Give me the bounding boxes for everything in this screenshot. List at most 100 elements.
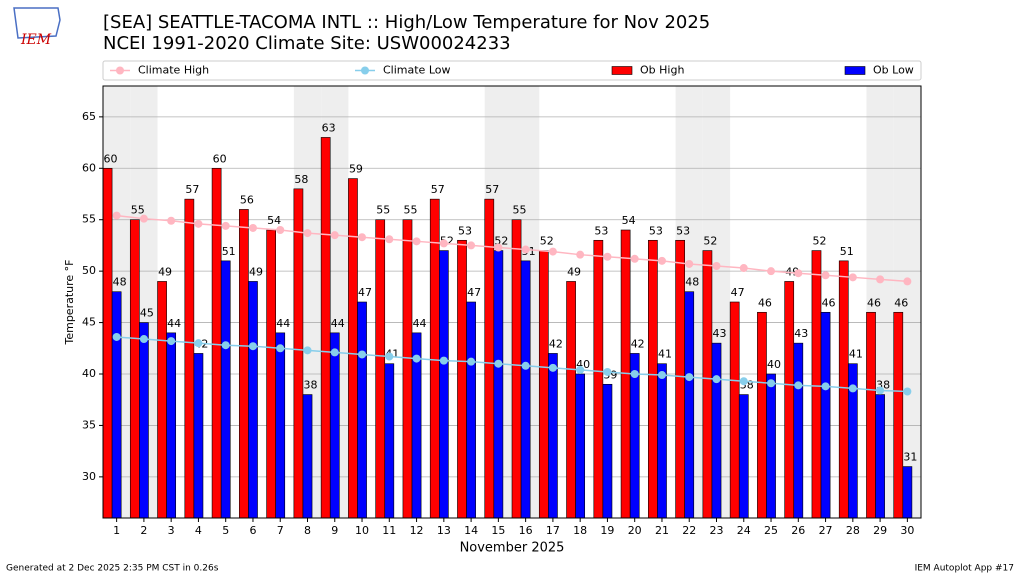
y-tick-label: 55 xyxy=(82,213,96,226)
x-tick-label: 6 xyxy=(249,524,256,537)
line-marker xyxy=(167,216,176,225)
data-label: 51 xyxy=(222,245,236,258)
x-tick-label: 2 xyxy=(140,524,147,537)
data-label: 48 xyxy=(113,276,127,289)
x-tick-label: 22 xyxy=(682,524,696,537)
data-label: 54 xyxy=(267,214,281,227)
bar xyxy=(757,311,767,519)
bar xyxy=(157,281,167,519)
bar xyxy=(348,178,358,519)
bar xyxy=(575,373,586,519)
bar xyxy=(293,188,304,519)
data-label: 55 xyxy=(513,204,527,217)
bar xyxy=(457,239,467,519)
bar xyxy=(239,209,249,519)
legend-label: Ob High xyxy=(640,64,684,77)
data-label: 44 xyxy=(331,317,345,330)
data-label: 58 xyxy=(294,173,308,186)
line-marker xyxy=(139,335,148,344)
bar xyxy=(711,342,722,519)
legend xyxy=(102,60,922,81)
bar xyxy=(520,260,531,519)
data-label: 55 xyxy=(131,204,145,217)
data-label: 52 xyxy=(812,235,826,248)
line-marker xyxy=(821,271,830,280)
line-marker xyxy=(112,332,121,341)
bar xyxy=(729,301,740,519)
x-tick-label: 28 xyxy=(846,524,860,537)
line-marker xyxy=(167,337,176,346)
bar xyxy=(820,311,831,519)
line-marker xyxy=(739,264,748,273)
x-tick-label: 19 xyxy=(600,524,614,537)
line-marker xyxy=(194,219,203,228)
line-marker xyxy=(603,367,612,376)
legend-marker xyxy=(361,66,369,75)
line-marker xyxy=(630,254,639,263)
bar xyxy=(111,291,122,519)
x-tick-label: 29 xyxy=(873,524,887,537)
line-marker xyxy=(821,382,830,391)
line-marker xyxy=(848,273,857,282)
bar xyxy=(248,281,258,519)
line-marker xyxy=(139,214,148,223)
line-marker xyxy=(467,357,476,366)
line-marker xyxy=(576,250,585,259)
bar xyxy=(838,260,849,519)
data-label: 54 xyxy=(622,214,636,227)
bar xyxy=(766,373,776,519)
line-marker xyxy=(194,339,203,348)
data-label: 53 xyxy=(594,224,608,237)
bar xyxy=(511,219,522,519)
line-marker xyxy=(385,352,394,361)
x-tick-label: 18 xyxy=(573,524,587,537)
x-tick-label: 26 xyxy=(791,524,805,537)
bar xyxy=(211,167,222,519)
bar xyxy=(875,394,885,519)
data-label: 44 xyxy=(167,317,181,330)
data-label: 38 xyxy=(304,379,318,392)
bar xyxy=(657,363,667,519)
data-label: 47 xyxy=(467,286,481,299)
line-marker xyxy=(548,247,557,256)
line-marker xyxy=(794,269,803,278)
x-tick-label: 5 xyxy=(222,524,229,537)
line-marker xyxy=(794,381,803,390)
data-label: 53 xyxy=(676,224,690,237)
data-label: 53 xyxy=(458,224,472,237)
bar xyxy=(302,394,313,519)
line-marker xyxy=(521,361,530,370)
legend-label: Climate High xyxy=(138,64,209,77)
line-marker xyxy=(330,231,339,240)
data-label: 31 xyxy=(903,451,917,464)
bar xyxy=(675,239,685,519)
bar xyxy=(811,250,822,519)
bar xyxy=(266,229,276,519)
x-tick-label: 4 xyxy=(195,524,202,537)
bar xyxy=(375,219,386,519)
legend-label: Climate Low xyxy=(383,64,451,77)
x-tick-label: 17 xyxy=(546,524,560,537)
data-label: 45 xyxy=(140,307,154,320)
bar xyxy=(538,250,549,519)
y-tick-label: 45 xyxy=(82,316,96,329)
data-label: 49 xyxy=(158,265,172,278)
bar xyxy=(548,353,558,519)
data-label: 55 xyxy=(403,204,417,217)
line-marker xyxy=(848,384,857,393)
bar xyxy=(384,363,395,519)
x-tick-label: 10 xyxy=(355,524,369,537)
bar xyxy=(357,301,367,519)
bar xyxy=(129,219,140,519)
line-marker xyxy=(739,377,748,386)
line-marker xyxy=(276,226,285,234)
x-tick-label: 3 xyxy=(168,524,175,537)
data-label: 52 xyxy=(703,235,717,248)
line-marker xyxy=(439,356,448,365)
line-marker xyxy=(630,370,639,378)
x-tick-label: 20 xyxy=(628,524,642,537)
line-marker xyxy=(521,245,530,254)
bar xyxy=(329,332,340,519)
data-label: 42 xyxy=(549,337,563,350)
bar xyxy=(593,239,604,519)
